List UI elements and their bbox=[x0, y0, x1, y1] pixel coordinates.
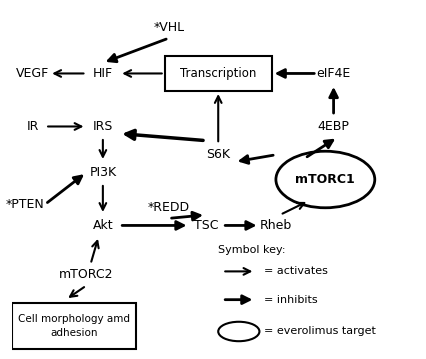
Text: eIF4E: eIF4E bbox=[316, 67, 350, 80]
Text: *PTEN: *PTEN bbox=[5, 198, 44, 211]
Text: Transcription: Transcription bbox=[180, 67, 256, 80]
Ellipse shape bbox=[218, 322, 259, 341]
FancyBboxPatch shape bbox=[164, 56, 271, 91]
Text: mTORC2: mTORC2 bbox=[59, 269, 113, 281]
Text: IR: IR bbox=[26, 120, 39, 133]
Text: HIF: HIF bbox=[92, 67, 112, 80]
Text: = activates: = activates bbox=[263, 266, 327, 276]
Text: = everolimus target: = everolimus target bbox=[263, 326, 374, 336]
Text: IRS: IRS bbox=[92, 120, 113, 133]
Text: VEGF: VEGF bbox=[16, 67, 49, 80]
Text: Cell morphology amd: Cell morphology amd bbox=[18, 314, 130, 324]
Text: *VHL: *VHL bbox=[153, 21, 184, 34]
Text: mTORC1: mTORC1 bbox=[295, 173, 354, 186]
Text: S6K: S6K bbox=[206, 148, 230, 161]
Ellipse shape bbox=[275, 151, 374, 208]
Text: = inhibits: = inhibits bbox=[263, 295, 317, 305]
Text: *REDD: *REDD bbox=[147, 201, 190, 214]
Text: Symbol key:: Symbol key: bbox=[218, 245, 285, 255]
Text: 4EBP: 4EBP bbox=[317, 120, 349, 133]
Text: TSC: TSC bbox=[193, 219, 218, 232]
Text: PI3K: PI3K bbox=[89, 166, 116, 179]
Text: Akt: Akt bbox=[92, 219, 113, 232]
FancyBboxPatch shape bbox=[12, 303, 135, 349]
Text: adhesion: adhesion bbox=[50, 328, 98, 338]
Text: Rheb: Rheb bbox=[259, 219, 291, 232]
